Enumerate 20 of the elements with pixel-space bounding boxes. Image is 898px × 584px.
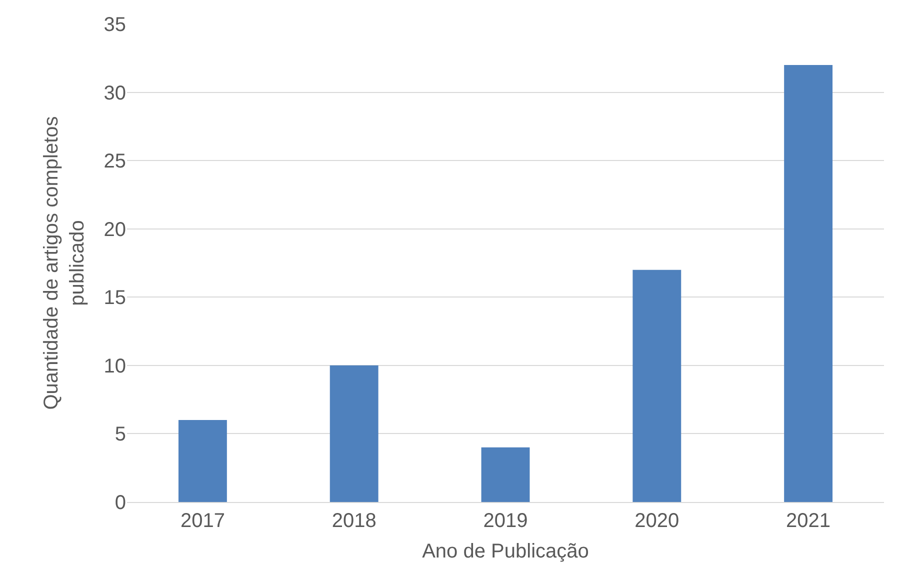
y-tick-label: 25 bbox=[104, 150, 126, 173]
bar bbox=[330, 365, 378, 502]
y-tick-label: 35 bbox=[104, 14, 126, 36]
x-tick-label: 2019 bbox=[483, 510, 528, 532]
x-tick-label: 2017 bbox=[180, 510, 225, 532]
bar bbox=[632, 270, 682, 502]
x-tick-label: 2021 bbox=[786, 510, 831, 532]
y-tick-label: 5 bbox=[114, 424, 126, 446]
bar bbox=[784, 64, 833, 502]
x-tick-label: 2020 bbox=[634, 510, 680, 532]
y-tick-label: 20 bbox=[104, 218, 126, 241]
x-axis-title: Ano de Publicação bbox=[422, 540, 589, 562]
bar bbox=[178, 420, 227, 502]
y-tick-label: 10 bbox=[104, 355, 126, 378]
bar bbox=[481, 447, 530, 502]
y-tick-label: 15 bbox=[104, 287, 126, 310]
x-tick-label: 2018 bbox=[332, 510, 376, 532]
y-tick-label: 30 bbox=[104, 82, 126, 104]
y-tick-label: 0 bbox=[114, 492, 126, 514]
y-axis-title: Quantidade de artigos completos publicado bbox=[40, 116, 88, 410]
